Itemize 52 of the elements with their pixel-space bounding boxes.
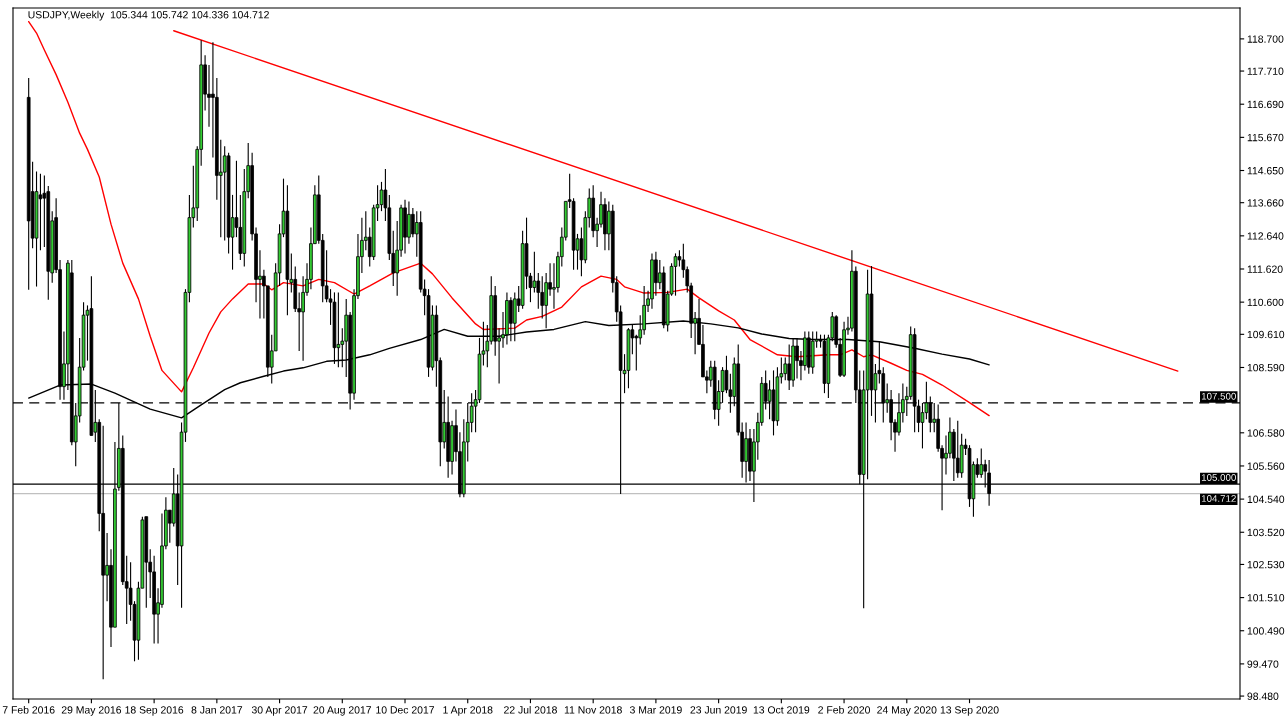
candlestick	[38, 173, 43, 251]
candlestick	[979, 447, 984, 479]
y-tick-label: 114.650	[1247, 167, 1284, 175]
x-tick-label: 1 Apr 2018	[443, 706, 493, 716]
candlestick	[787, 343, 792, 391]
candlestick	[783, 356, 788, 381]
y-tick-label: 109.610	[1247, 330, 1285, 339]
x-tick-label: 13 Sep 2020	[940, 706, 999, 716]
candlestick	[532, 251, 537, 293]
y-tick-label: 100.490	[1247, 627, 1285, 635]
x-tick-label: 8 Jan 2017	[191, 706, 243, 714]
candlestick	[795, 337, 799, 380]
x-tick-label: 24 May 2020	[877, 706, 937, 716]
y-tick-label: 117.710	[1247, 67, 1284, 75]
x-tick-label: 7 Feb 2016	[2, 705, 55, 714]
x-tick-label: 22 Jul 2018	[504, 705, 557, 714]
y-tick-label: 111.620	[1247, 265, 1283, 273]
x-tick-label: 3 Mar 2019	[629, 706, 682, 714]
ref-line-label: 104.712	[1201, 495, 1236, 502]
y-tick-label: 116.690	[1247, 100, 1284, 109]
y-tick-label: 103.520	[1247, 528, 1285, 537]
y-tick-label: 115.670	[1247, 133, 1284, 142]
chart-title: USDJPY,Weekly 105.344 105.742 104.336 104.712	[28, 10, 269, 21]
x-tick-label: 13 Oct 2019	[753, 706, 810, 714]
y-tick-label: 98.480	[1247, 692, 1279, 700]
x-tick-label: 18 Sep 2016	[125, 706, 184, 716]
x-tick-label: 30 Apr 2017	[251, 706, 308, 716]
candlestick	[955, 420, 960, 479]
x-tick-label: 2 Feb 2020	[818, 705, 871, 714]
line-series	[27, 20, 990, 417]
x-tick-label: 11 Nov 2018	[564, 706, 622, 714]
candlestick	[407, 200, 411, 245]
y-tick-label: 112.640	[1247, 232, 1284, 240]
y-tick-label: 118.700	[1247, 35, 1284, 43]
y-tick-label: 102.530	[1247, 560, 1285, 569]
candlestick	[654, 251, 658, 297]
y-tick-label: 106.580	[1247, 429, 1285, 437]
x-tick-label: 10 Dec 2017	[376, 706, 435, 714]
x-tick-label: 23 Jun 2019	[690, 706, 747, 714]
y-tick-label: 99.470	[1247, 660, 1279, 668]
candlestick	[540, 275, 545, 319]
ref-line-label: 105.000	[1201, 474, 1236, 481]
x-tick-label: 20 Aug 2017	[313, 706, 372, 716]
y-tick-label: 108.590	[1247, 363, 1285, 372]
ref-line-label: 107.500	[1201, 392, 1236, 400]
y-tick-label: 110.600	[1247, 298, 1284, 307]
y-tick-label: 104.540	[1247, 495, 1285, 503]
x-tick-label: 29 May 2016	[61, 706, 122, 716]
candlestick	[222, 145, 227, 241]
y-tick-label: 113.660	[1247, 199, 1284, 207]
y-tick-label: 101.510	[1247, 594, 1285, 602]
y-tick-label: 105.560	[1247, 462, 1285, 470]
